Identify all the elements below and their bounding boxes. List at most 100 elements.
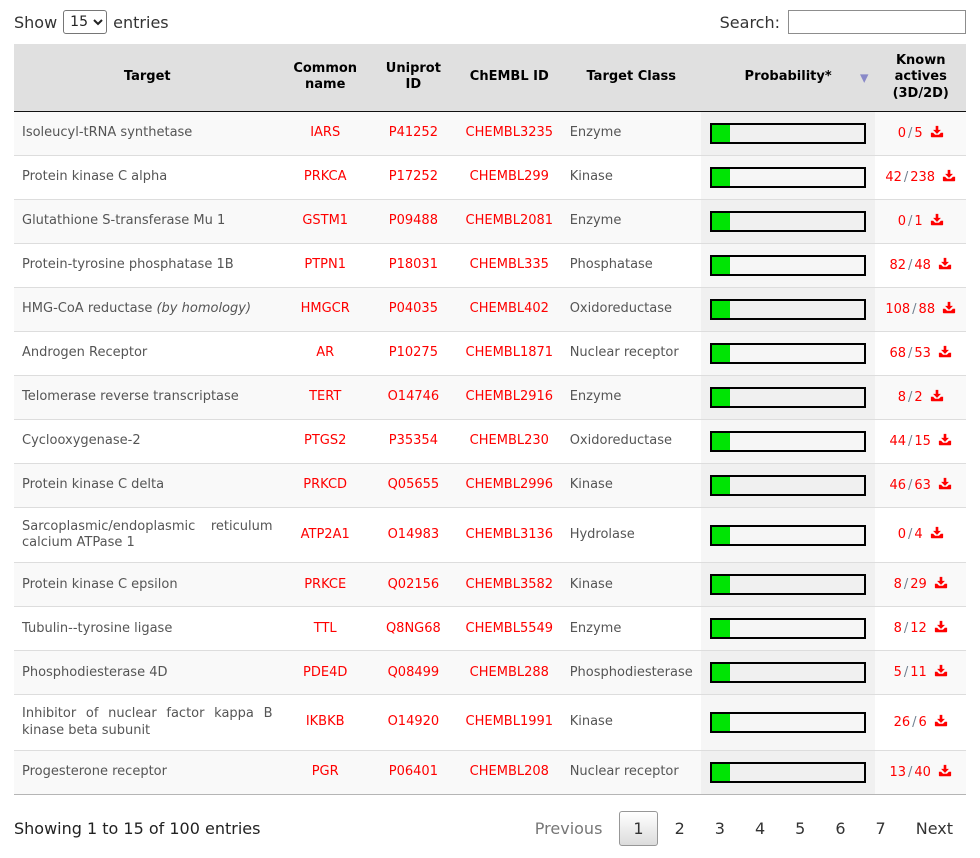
common-name-link[interactable]: ATP2A1	[280, 506, 370, 563]
results-table-body: Isoleucyl-tRNA synthetase IARS P41252 CHEMB…	[14, 111, 966, 795]
uniprot-id-link[interactable]: O14983	[369, 506, 457, 563]
chembl-id-link[interactable]: CHEMBL1991	[456, 694, 562, 751]
column-header-known-actives[interactable]: Known actives (3D/2D)	[875, 44, 966, 112]
common-name-link[interactable]: HMGCR	[280, 286, 370, 332]
download-icon[interactable]	[938, 257, 952, 271]
uniprot-id-link[interactable]: P17252	[369, 154, 457, 200]
download-icon[interactable]	[934, 620, 948, 634]
common-name-link[interactable]: TTL	[280, 606, 370, 651]
actives-separator: /	[903, 169, 909, 185]
chembl-id-link[interactable]: CHEMBL3582	[456, 562, 562, 607]
chembl-id-link[interactable]: CHEMBL230	[456, 418, 562, 464]
common-name-link[interactable]: GSTM1	[280, 198, 370, 244]
column-header-target[interactable]: Target	[14, 44, 281, 112]
common-name-link[interactable]: PRKCD	[280, 462, 370, 508]
pagination-page-1[interactable]: 1	[619, 810, 658, 846]
page-length-select[interactable]: 15	[63, 10, 108, 34]
target-class-cell: Enzyme	[569, 125, 622, 141]
common-name-link[interactable]: PGR	[280, 749, 370, 795]
actives-2d-count: 29	[910, 577, 927, 593]
chembl-id-link[interactable]: CHEMBL299	[456, 154, 562, 200]
download-icon[interactable]	[942, 169, 956, 183]
probability-fill	[712, 212, 731, 230]
download-icon[interactable]	[934, 576, 948, 590]
actives-separator: /	[903, 665, 909, 681]
common-name-link[interactable]: IKBKB	[280, 694, 370, 751]
uniprot-id-link[interactable]: P04035	[369, 286, 457, 332]
chembl-id-link[interactable]: CHEMBL288	[456, 650, 562, 695]
uniprot-id-link[interactable]: Q05655	[369, 462, 457, 508]
common-name-link[interactable]: PTPN1	[280, 242, 370, 288]
uniprot-id-link[interactable]: P06401	[369, 749, 457, 795]
download-icon[interactable]	[930, 526, 944, 540]
pagination-page-4[interactable]: 4	[754, 818, 766, 838]
probability-bar	[710, 474, 867, 496]
pagination-page-7[interactable]: 7	[875, 818, 886, 838]
common-name-link[interactable]: AR	[280, 330, 370, 376]
uniprot-id-link[interactable]: P09488	[369, 198, 457, 244]
download-icon[interactable]	[938, 764, 952, 778]
column-header-uniprot-id[interactable]: Uniprot ID	[369, 44, 457, 112]
pagination-next[interactable]: Next	[915, 818, 953, 838]
common-name-link[interactable]: TERT	[280, 374, 370, 420]
known-actives-cell: 46/63	[875, 462, 966, 508]
column-header-probability[interactable]: Probability* ▼	[700, 44, 876, 112]
download-icon[interactable]	[938, 477, 952, 491]
table-row: Progesterone receptor PGR P06401 CHEMBL208 N…	[14, 749, 966, 795]
pagination-page-3[interactable]: 3	[714, 818, 725, 838]
download-icon[interactable]	[934, 664, 948, 678]
chembl-id-link[interactable]: CHEMBL1871	[456, 330, 562, 376]
uniprot-id-link[interactable]: Q08499	[369, 650, 457, 695]
chembl-id-link[interactable]: CHEMBL2996	[456, 462, 562, 508]
chembl-id-link[interactable]: CHEMBL3136	[456, 506, 562, 563]
uniprot-id-link[interactable]: P35354	[369, 418, 457, 464]
column-header-target-class[interactable]: Target Class	[561, 44, 701, 112]
chembl-id-link[interactable]: CHEMBL3235	[465, 125, 554, 141]
download-icon[interactable]	[934, 714, 948, 728]
known-actives-cell: 82/48	[875, 242, 966, 288]
uniprot-id-link[interactable]: Q8NG68	[369, 606, 457, 651]
common-name-link[interactable]: PDE4D	[280, 650, 370, 695]
target-class-cell: Enzyme	[561, 374, 701, 420]
uniprot-id-link[interactable]: P18031	[369, 242, 457, 288]
download-icon[interactable]	[930, 389, 944, 403]
pagination-page-5[interactable]: 5	[795, 818, 806, 838]
probability-fill	[712, 763, 731, 781]
uniprot-id-link[interactable]: P41252	[388, 125, 438, 141]
probability-bar	[710, 298, 867, 320]
uniprot-id-link[interactable]: O14746	[369, 374, 457, 420]
common-name-link[interactable]: PTGS2	[280, 418, 370, 464]
download-icon[interactable]	[938, 433, 952, 447]
common-name-link[interactable]: PRKCE	[280, 562, 370, 607]
download-icon[interactable]	[930, 213, 944, 227]
chembl-id-link[interactable]: CHEMBL5549	[456, 606, 562, 651]
column-header-chembl-id[interactable]: ChEMBL ID	[456, 44, 562, 112]
chembl-id-link[interactable]: CHEMBL402	[456, 286, 562, 332]
chembl-id-link[interactable]: CHEMBL2081	[456, 198, 562, 244]
uniprot-id-link[interactable]: Q02156	[369, 562, 457, 607]
search-input[interactable]	[788, 10, 966, 34]
common-name-link[interactable]: PRKCA	[280, 154, 370, 200]
pagination-page-6[interactable]: 6	[835, 818, 846, 838]
sort-descending-icon[interactable]: ▼	[859, 71, 869, 85]
common-name-link[interactable]: IARS	[310, 125, 341, 141]
probability-cell	[700, 418, 876, 464]
chembl-id-link[interactable]: CHEMBL2916	[456, 374, 562, 420]
pagination-page-2[interactable]: 2	[674, 818, 685, 838]
probability-fill	[712, 432, 731, 450]
uniprot-id-link[interactable]: P10275	[369, 330, 457, 376]
actives-3d-count: 44	[889, 433, 907, 449]
chembl-id-link[interactable]: CHEMBL208	[456, 749, 562, 795]
uniprot-id-link[interactable]: O14920	[369, 694, 457, 751]
target-name-cell: Inhibitor of nuclear factor kappa B kina…	[14, 694, 281, 751]
target-name-cell: Phosphodiesterase 4D	[14, 650, 281, 695]
download-icon[interactable]	[938, 345, 952, 359]
download-icon[interactable]	[942, 301, 956, 315]
pagination-previous[interactable]: Previous	[534, 818, 603, 838]
column-header-common-name[interactable]: Common name	[280, 44, 370, 112]
chembl-id-link[interactable]: CHEMBL335	[456, 242, 562, 288]
probability-fill	[712, 714, 731, 731]
probability-bar	[710, 524, 867, 546]
download-icon[interactable]	[930, 125, 944, 139]
probability-bar	[710, 761, 867, 783]
